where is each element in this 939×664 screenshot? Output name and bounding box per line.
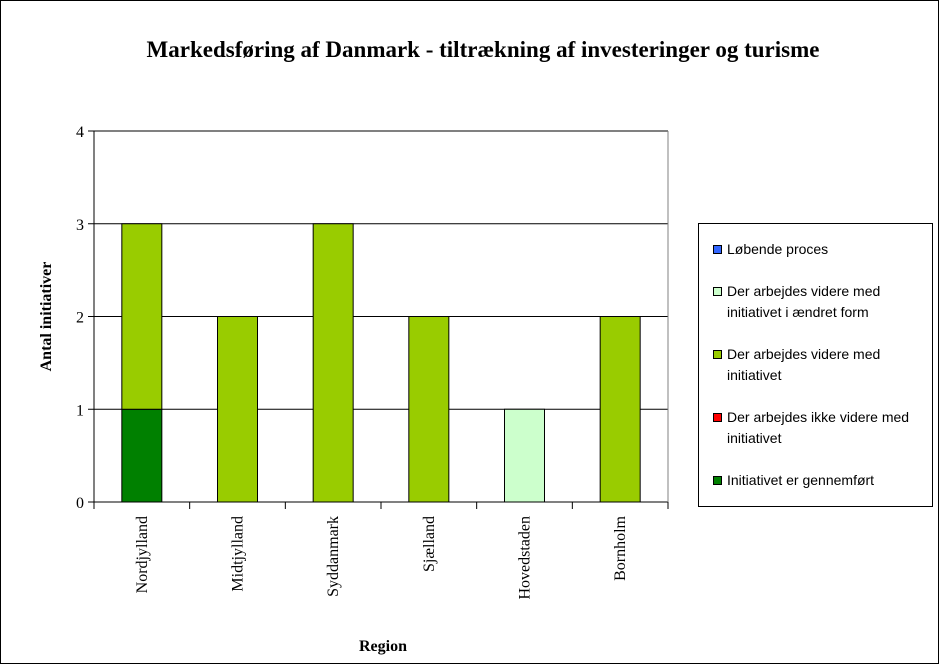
legend: Løbende proces Der arbejdes videre med in… <box>698 223 933 507</box>
y-tick-label: 0 <box>76 495 84 512</box>
legend-entry: Der arbejdes ikke videre med initiativet <box>713 407 924 449</box>
legend-entry: Der arbejdes videre med initiativet <box>713 344 924 386</box>
legend-swatch <box>713 349 722 359</box>
chart-title: Markedsføring af Danmark - tiltrækning a… <box>146 37 820 62</box>
legend-label: Initiativet er gennemført <box>727 472 875 489</box>
y-tick-label: 4 <box>76 124 84 141</box>
x-tick-label: Midtjylland <box>230 516 247 592</box>
legend-swatch <box>713 244 722 254</box>
x-tick-label: Nordjylland <box>134 516 151 593</box>
y-tick-label: 2 <box>76 310 84 327</box>
bar-segment <box>599 316 641 503</box>
bar-segment <box>217 316 258 503</box>
legend-swatch <box>713 286 722 296</box>
y-tick-label: 3 <box>76 217 84 234</box>
bar-segment <box>121 408 163 503</box>
x-tick-label: Bornholm <box>612 515 629 580</box>
legend-swatch <box>713 476 722 486</box>
legend-label: Der arbejdes videre med initiativet i æn… <box>727 282 881 320</box>
y-tick-label: 1 <box>76 402 84 419</box>
x-axis-label: Region <box>359 638 407 655</box>
bar-segment <box>121 223 163 410</box>
x-tick-label: Hovedstaden <box>517 516 534 600</box>
bar-segment <box>504 408 545 503</box>
legend-label: Løbende proces <box>727 240 829 257</box>
x-tick-label: Syddanmark <box>325 516 342 597</box>
x-tick-label: Sjælland <box>421 516 438 572</box>
legend-entry: Løbende proces <box>713 239 924 260</box>
legend-swatch <box>713 413 722 423</box>
legend-label: Der arbejdes videre med initiativet <box>727 345 881 383</box>
y-axis-label: Antal initiativer <box>38 262 55 372</box>
legend-entry: Initiativet er gennemført <box>713 470 924 491</box>
bar-segment <box>312 223 354 503</box>
legend-entry: Der arbejdes videre med initiativet i æn… <box>713 281 924 323</box>
legend-label: Der arbejdes ikke videre med initiativet <box>727 409 910 447</box>
bar-segment <box>408 316 450 503</box>
